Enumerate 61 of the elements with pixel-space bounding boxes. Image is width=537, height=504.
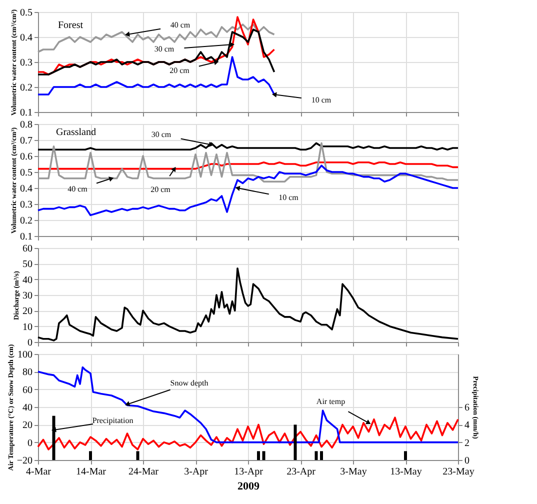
y-tick-label: 10: [22, 322, 32, 333]
line-series: [37, 28, 276, 76]
y-tick-label: 0.3: [20, 200, 32, 210]
y-tick-label: 0.5: [20, 168, 32, 178]
line-series: [37, 416, 459, 450]
annotation: Air temp: [316, 396, 346, 406]
x-tick-label: 4-Mar: [26, 466, 52, 478]
annotation: Snow depth: [170, 378, 208, 388]
x-tick-label: 3-May: [340, 466, 367, 478]
x-tick-label: 3-Apr: [184, 466, 209, 478]
y-tick-label: 20: [22, 306, 32, 318]
line-series: [37, 366, 459, 444]
y-tick-label: 0.1: [20, 108, 32, 118]
y-tick-label: 0.4: [20, 184, 32, 194]
annotation: 10 cm: [311, 96, 332, 104]
annotation: 40 cm: [68, 184, 88, 194]
x-tick-label: 24-Mar: [128, 466, 160, 478]
y-tick-label: 0.1: [20, 232, 32, 242]
y-tick-label: 0.5: [20, 8, 32, 18]
y-tick-label: 60: [22, 384, 32, 396]
x-tick-label: 23-Apr: [286, 466, 316, 478]
line-series: [37, 142, 459, 182]
x-tick-label: 13-May: [390, 466, 422, 478]
y-tick-label: 0.7: [20, 136, 32, 146]
annotation: 30 cm: [151, 130, 172, 139]
y2-tick-label: 2: [464, 438, 470, 449]
annotation: 40 cm: [170, 20, 191, 30]
y-tick-label: 60: [22, 244, 32, 254]
y-tick-label: 30: [22, 290, 32, 302]
x-tick-label: 13-Apr: [234, 466, 264, 478]
x-axis-title: 2009: [238, 480, 260, 492]
x-tick-label: 23-May: [442, 466, 474, 478]
y-tick-label: 0.6: [20, 152, 32, 162]
annotation: 20 cm: [170, 66, 190, 75]
y-tick-label: 40: [22, 274, 32, 286]
annotation: 10 cm: [278, 193, 300, 202]
y2-tick-label: 6: [464, 402, 470, 414]
y-tick-label: 0.2: [20, 82, 32, 94]
y-tick-label: 0: [28, 438, 32, 449]
y2-tick-label: 0: [464, 456, 470, 466]
y-tick-label: 50: [22, 259, 32, 270]
y-tick-label: 20: [22, 420, 32, 432]
y-tick-label: 0: [28, 338, 32, 348]
y-tick-label: 0.2: [20, 216, 32, 226]
text: Forest: [58, 20, 84, 31]
y-tick-label: 0.4: [20, 32, 32, 44]
y2-tick-label: 4: [464, 420, 470, 432]
y-tick-label: 40: [22, 402, 32, 414]
y-tick-label: 0.8: [20, 120, 32, 130]
y-tick-label: −20: [16, 456, 32, 466]
y-tick-label: 80: [22, 367, 32, 378]
annotation: 20 cm: [150, 184, 172, 194]
line-series: [37, 164, 459, 216]
line-series: [37, 142, 459, 150]
chart-title: Grassland: [56, 127, 96, 138]
y-tick-label: 0.3: [20, 58, 32, 68]
annotation: 30 cm: [154, 44, 175, 54]
line-series: [37, 24, 276, 53]
x-tick-label: 14-Mar: [76, 466, 107, 478]
y-tick-label: 100: [18, 350, 32, 360]
annotation: Precipitation: [92, 416, 134, 425]
